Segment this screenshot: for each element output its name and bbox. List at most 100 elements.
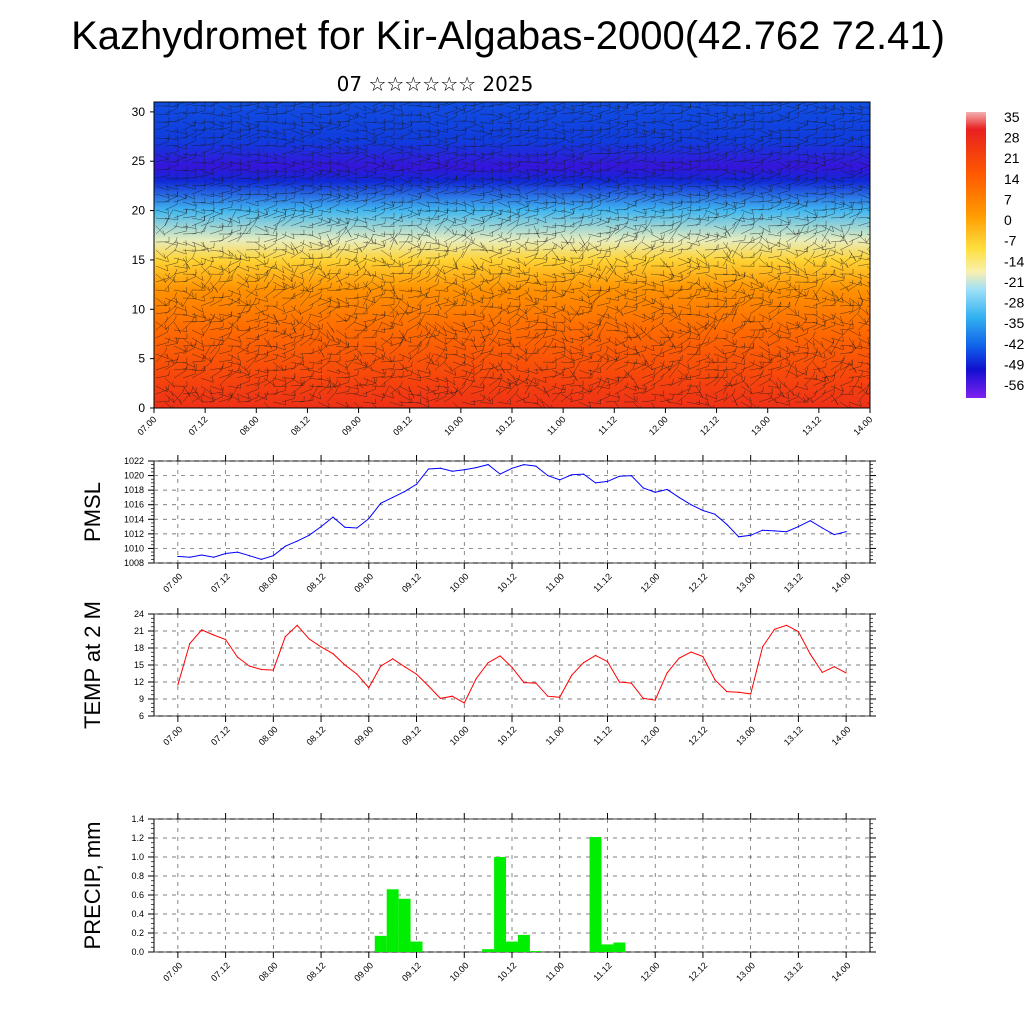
temp2m-panel: 6 9 12 15 18 21 24 07.00 07.12 08.00 08.12 09.00 09.… <box>80 601 876 747</box>
heatmap-y-tick-label: 25 <box>132 154 146 168</box>
temp2m-data-point <box>809 653 811 655</box>
pmsl-x-tick-label: 11.00 <box>544 571 567 594</box>
precip-x-tick-label: 09.12 <box>400 960 423 983</box>
pmsl-data-point <box>773 530 776 532</box>
temp2m-ylabel: TEMP at 2 M <box>80 601 105 729</box>
heatmap-x-tick-label: 09.00 <box>340 414 363 437</box>
pmsl-data-point <box>511 467 513 469</box>
temp2m-data-point <box>738 691 740 693</box>
temp2m-data-point <box>785 624 788 626</box>
temp2m-data-point <box>535 682 537 684</box>
temp2m-x-tick-label: 10.12 <box>495 724 518 747</box>
pmsl-data-point <box>368 517 370 520</box>
precip-x-tick-label: 07.12 <box>209 960 232 983</box>
temp2m-data-point <box>666 672 668 674</box>
temp2m-data-point <box>726 691 728 693</box>
colorbar-label: -7 <box>1004 233 1017 249</box>
pmsl-data-point <box>833 533 835 536</box>
temp2m-data-point <box>583 662 585 664</box>
heatmap-y-tick-label: 0 <box>138 401 145 415</box>
wind-barb-paths <box>155 102 870 408</box>
temp2m-data-point <box>511 666 513 668</box>
precip-bar <box>410 941 423 952</box>
precip-y-tick-label: 0.6 <box>131 890 144 900</box>
temp2m-data-point <box>499 655 501 657</box>
temp2m-data-point <box>332 653 334 655</box>
pmsl-x-tick-label: 12.00 <box>639 571 662 594</box>
pmsl-x-tick-label: 12.12 <box>686 571 709 594</box>
precip-bar <box>386 889 399 952</box>
temp2m-data-point <box>833 666 835 668</box>
precip-y-tick-label: 1.4 <box>131 814 144 824</box>
heatmap-y-tick-label: 30 <box>132 105 146 119</box>
temp2m-data-point <box>750 693 752 695</box>
heatmap-x-tick-label: 13.00 <box>749 414 772 437</box>
pmsl-data-point <box>821 527 823 529</box>
precip-x-tick-label: 13.00 <box>734 960 757 983</box>
colorbar-label: -42 <box>1004 336 1024 352</box>
pmsl-data-point <box>248 555 251 557</box>
pmsl-data-point <box>475 466 477 469</box>
pmsl-data-point <box>523 464 525 466</box>
heatmap-x-tick-label: 14.00 <box>851 414 874 437</box>
colorbar: 35 28 21 14 7 0 -7 -14 -21 -28 -35 -42 -49 -56 <box>966 109 1024 398</box>
heatmap-y-tick-label: 20 <box>132 204 146 218</box>
pmsl-data-point <box>415 483 418 485</box>
pmsl-x-tick-label: 10.00 <box>448 571 471 594</box>
pmsl-data-point <box>702 509 704 512</box>
precip-bar <box>506 941 518 952</box>
heatmap-x-tick-label: 11.00 <box>545 414 568 437</box>
pmsl-data-point <box>559 479 561 481</box>
precip-x-tick-label: 08.00 <box>257 960 280 983</box>
pmsl-x-tick-label: 08.12 <box>304 571 327 594</box>
colorbar-label: -21 <box>1004 274 1024 290</box>
temp2m-data-point <box>678 657 680 659</box>
temp2m-y-tick-label: 12 <box>134 677 144 687</box>
temp2m-x-tick-label: 07.12 <box>209 724 232 747</box>
precip-y-tick-label: 0.8 <box>131 871 144 881</box>
precip-bar <box>601 944 614 952</box>
temp2m-data-point <box>547 695 549 697</box>
temp2m-data-point <box>236 656 239 658</box>
temp2m-data-point <box>690 651 692 653</box>
heatmap-x-tick-label: 07.12 <box>187 414 210 437</box>
temp2m-x-tick-label: 09.12 <box>400 724 423 747</box>
precip-bar <box>494 857 507 952</box>
temp2m-data-point <box>415 673 418 675</box>
pmsl-panel: 1008 1010 1012 1014 1016 1018 1020 1022 07.00 07.… <box>80 455 876 594</box>
temp2m-data-point <box>714 679 716 681</box>
heatmap-x-tick-label: 08.12 <box>289 414 312 437</box>
pmsl-data-point <box>797 525 800 528</box>
precip-panel: 0.0 0.2 0.4 0.6 0.8 1.0 1.2 1.4 07.00 07.12 08.00 0… <box>80 813 876 983</box>
heatmap-y-tick-label: 5 <box>138 352 145 366</box>
precip-x-tick-label: 14.00 <box>830 960 853 983</box>
heatmap-x-tick-label: 13.12 <box>800 414 823 437</box>
temp2m-frame <box>153 613 871 717</box>
pmsl-data-point <box>571 474 573 476</box>
pmsl-data-point <box>236 551 239 553</box>
temp2m-x-tick-label: 12.12 <box>686 724 709 747</box>
pmsl-data-point <box>284 545 286 547</box>
page-title: Kazhydromet for Kir-Algabas-2000(42.762 … <box>71 14 945 58</box>
pmsl-y-tick-label: 1014 <box>124 514 144 524</box>
pmsl-data-point <box>654 491 656 493</box>
temp2m-data-point <box>344 664 346 666</box>
pmsl-data-point <box>618 475 621 477</box>
heatmap-x-tick-label: 07.00 <box>135 414 158 437</box>
temp2m-data-point <box>571 674 573 676</box>
precip-bar <box>613 942 626 952</box>
heatmap-panel: 0 5 10 15 20 25 30 07.00 07.12 08.00 08.12 09.00 09.… <box>132 101 874 437</box>
temp2m-data-point <box>189 642 191 645</box>
temp2m-data-point <box>260 668 262 671</box>
heatmap-x-tick-label: 09.12 <box>391 414 414 437</box>
temp2m-data-point <box>845 672 847 674</box>
heatmap-x-tick-label: 11.12 <box>596 414 619 437</box>
heatmap-x-tick-label: 12.00 <box>647 414 670 437</box>
pmsl-data-point <box>714 513 716 515</box>
colorbar-label: -56 <box>1004 377 1024 393</box>
temp2m-y-tick-label: 9 <box>139 694 144 704</box>
precip-y-tick-label: 1.2 <box>131 833 144 843</box>
precip-y-tick-label: 1.0 <box>131 852 144 862</box>
precip-x-tick-label: 11.12 <box>591 960 614 983</box>
temp2m-y-tick-label: 24 <box>134 609 144 619</box>
